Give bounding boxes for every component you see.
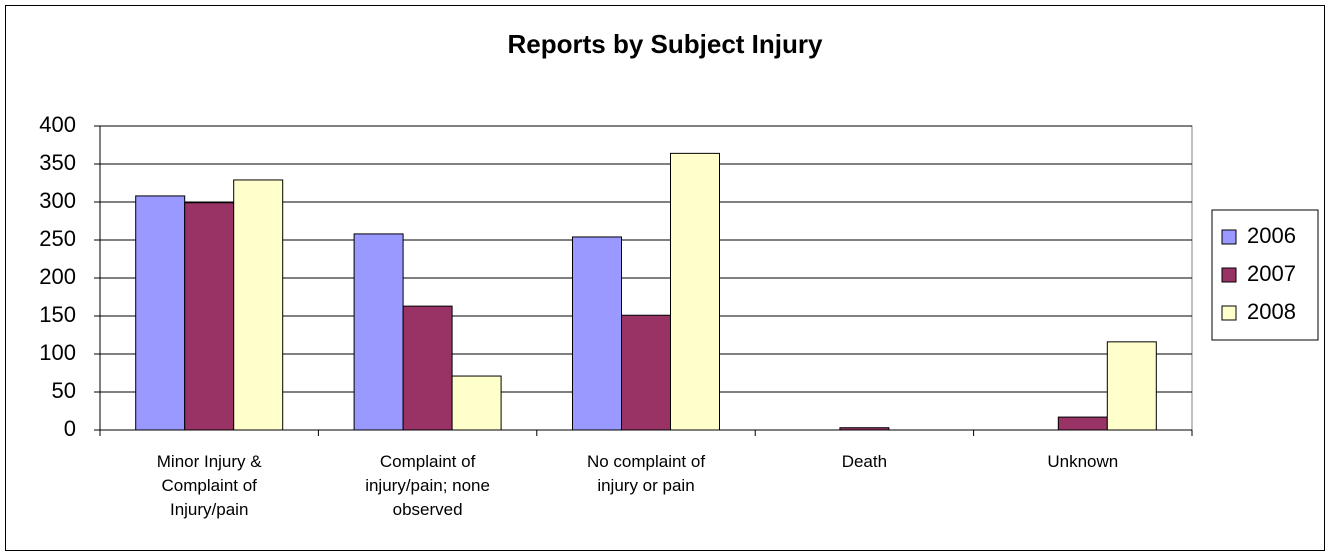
x-tick-label: No complaint of injury or pain (586, 452, 706, 495)
y-tick-label: 100 (39, 340, 76, 365)
x-tick-label: Unknown (1047, 452, 1119, 471)
y-tick-label: 50 (52, 378, 76, 403)
chart-title: Reports by Subject Injury (508, 29, 823, 59)
legend-label: 2008 (1247, 299, 1296, 324)
legend-swatch (1221, 267, 1237, 283)
y-tick-label: 300 (39, 188, 76, 213)
bar (402, 305, 453, 431)
bar (1057, 416, 1108, 431)
y-tick-label: 400 (39, 112, 76, 137)
legend-swatch (1221, 229, 1237, 245)
legend-label: 2006 (1247, 223, 1296, 248)
bar (184, 202, 235, 431)
bar (572, 236, 622, 431)
y-tick-label: 200 (39, 264, 76, 289)
x-tick-label: Minor Injury & Complaint of Injury/pain (156, 452, 262, 519)
bar (621, 314, 671, 431)
x-tick-label: Complaint of injury/pain; none observed (365, 452, 490, 519)
legend-swatch (1221, 305, 1237, 321)
y-tick-label: 350 (39, 150, 76, 175)
x-tick-label: Death (841, 452, 888, 471)
bar (233, 179, 284, 431)
y-tick-label: 150 (39, 302, 76, 327)
bar (353, 233, 404, 431)
bar (135, 195, 186, 431)
bar (451, 375, 502, 431)
y-tick-label: 250 (39, 226, 76, 251)
y-tick-label: 0 (64, 416, 76, 441)
legend-label: 2007 (1247, 261, 1296, 286)
bar (839, 427, 890, 431)
bar (670, 152, 720, 431)
bar (1106, 341, 1157, 431)
